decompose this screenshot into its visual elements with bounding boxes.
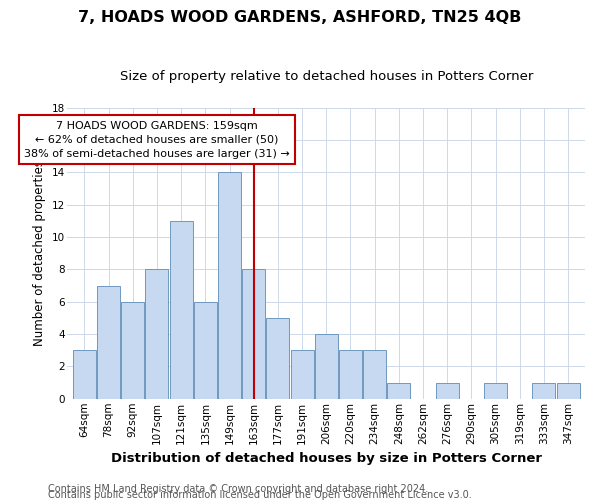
Bar [266,318,289,399]
Bar [242,270,265,399]
Bar [363,350,386,399]
Bar [532,382,556,399]
Text: 7, HOADS WOOD GARDENS, ASHFORD, TN25 4QB: 7, HOADS WOOD GARDENS, ASHFORD, TN25 4QB [79,10,521,25]
Bar [436,382,458,399]
Bar [388,382,410,399]
Y-axis label: Number of detached properties: Number of detached properties [33,160,46,346]
Bar [339,350,362,399]
Text: 7 HOADS WOOD GARDENS: 159sqm
← 62% of detached houses are smaller (50)
38% of se: 7 HOADS WOOD GARDENS: 159sqm ← 62% of de… [24,120,290,158]
Bar [484,382,507,399]
Bar [194,302,217,399]
Text: Contains public sector information licensed under the Open Government Licence v3: Contains public sector information licen… [48,490,472,500]
X-axis label: Distribution of detached houses by size in Potters Corner: Distribution of detached houses by size … [111,452,542,465]
Bar [170,221,193,399]
Bar [73,350,96,399]
Bar [557,382,580,399]
Bar [97,286,120,399]
Bar [121,302,144,399]
Text: Contains HM Land Registry data © Crown copyright and database right 2024.: Contains HM Land Registry data © Crown c… [48,484,428,494]
Bar [145,270,169,399]
Bar [218,172,241,399]
Bar [315,334,338,399]
Title: Size of property relative to detached houses in Potters Corner: Size of property relative to detached ho… [119,70,533,83]
Bar [290,350,314,399]
